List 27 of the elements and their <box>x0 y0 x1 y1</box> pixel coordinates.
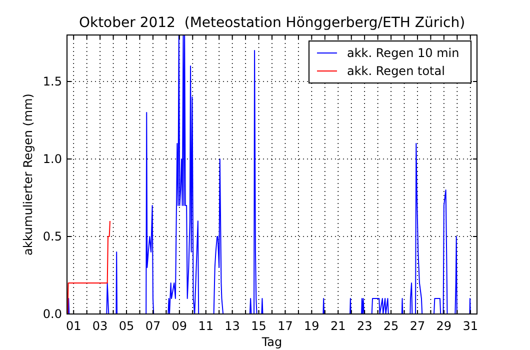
x-tick-label: 23 <box>356 319 372 333</box>
y-axis-title: akkumulierter Regen (mm) <box>21 94 35 256</box>
legend-label: akk. Regen total <box>347 64 445 78</box>
x-tick-label: 31 <box>462 319 478 333</box>
x-tick-label: 29 <box>436 319 452 333</box>
x-tick-label: 25 <box>383 319 399 333</box>
y-tick-label: 1.0 <box>42 152 62 166</box>
x-tick-label: 17 <box>278 319 293 333</box>
y-tick-label: 0.0 <box>42 307 62 322</box>
x-tick-label: 05 <box>118 319 134 333</box>
line-series <box>67 35 471 314</box>
line-series <box>67 220 110 314</box>
x-tick-label: 13 <box>224 319 240 333</box>
x-tick-label: 03 <box>92 319 108 333</box>
x-tick-label: 19 <box>304 319 320 333</box>
x-tick-label: 21 <box>330 319 346 333</box>
x-tick-label: 15 <box>251 319 266 333</box>
x-tick-label: 09 <box>172 319 188 333</box>
x-tick-label: 11 <box>198 319 214 333</box>
y-tick-label: 0.5 <box>42 230 62 244</box>
y-tick-label: 1.5 <box>42 74 62 89</box>
chart-title: Oktober 2012 (Meteostation Hönggerberg/ETH Zürich) <box>78 15 466 31</box>
x-tick-label: 01 <box>66 319 82 333</box>
legend-label: akk. Regen 10 min <box>347 46 460 60</box>
x-tick-label: 07 <box>145 319 161 333</box>
x-tick-label: 27 <box>410 319 426 333</box>
x-axis-title: Tag <box>260 335 282 349</box>
